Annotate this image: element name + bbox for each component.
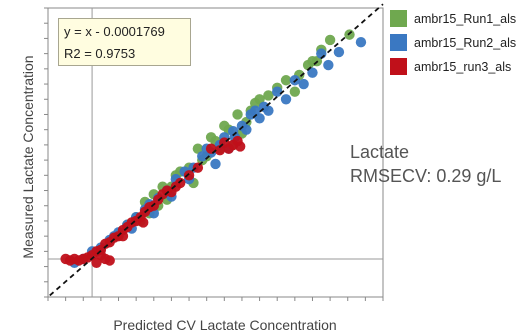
data-point-run2 [307, 67, 318, 78]
data-point-run3 [214, 145, 226, 156]
data-point-run1 [249, 97, 261, 109]
data-point-run1 [307, 56, 318, 67]
legend-item-run2: ambr15_Run2_als [390, 32, 516, 53]
data-point-run2 [197, 151, 208, 162]
data-point-run1 [324, 34, 336, 46]
legend-item-run1: ambr15_Run1_als [390, 8, 516, 29]
data-point-run1 [205, 132, 217, 143]
data-point-run1 [263, 90, 274, 101]
legend: ambr15_Run1_als ambr15_Run2_als ambr15_r… [390, 8, 516, 80]
data-point-run2 [249, 105, 261, 116]
data-point-run2 [333, 46, 345, 58]
data-point-run2 [355, 37, 367, 48]
metric-annotation: Lactate RMSECV: 0.29 g/L [350, 140, 501, 188]
plot-frame [47, 7, 384, 298]
data-point-run2 [280, 94, 292, 105]
data-point-run1 [219, 120, 230, 132]
data-point-run1 [232, 109, 243, 120]
legend-swatch-run3 [390, 58, 407, 75]
data-point-run1 [280, 75, 292, 86]
data-point-run2 [272, 86, 283, 97]
data-point-run2 [323, 59, 334, 71]
legend-item-run3: ambr15_run3_als [390, 56, 516, 77]
data-point-run3 [161, 185, 173, 196]
r2-value: R2 = 0.9753 [64, 46, 136, 61]
data-point-run3 [117, 230, 129, 242]
legend-swatch-run2 [390, 34, 407, 51]
data-point-run3 [232, 135, 243, 147]
legend-label-run3: ambr15_run3_als [414, 59, 512, 74]
fit-equation: y = x - 0.0001769 [64, 24, 165, 39]
metric-title: Lactate [350, 142, 410, 162]
data-point-run3 [104, 255, 115, 266]
data-point-run3 [183, 170, 195, 181]
y-axis-label: Measured Lactate Concentration [20, 55, 36, 259]
data-point-run2 [210, 158, 221, 170]
data-point-run2 [298, 78, 309, 90]
data-point-run3 [91, 257, 102, 268]
legend-label-run2: ambr15_Run2_als [414, 35, 517, 50]
legend-swatch-run1 [390, 10, 407, 27]
fit-equation-box: y = x - 0.0001769 R2 = 0.9753 [58, 18, 191, 66]
rmsecv-value: RMSECV: 0.29 g/L [350, 166, 502, 186]
data-point-run3 [138, 217, 149, 228]
legend-label-run1: ambr15_Run1_als [414, 11, 517, 26]
x-axis-label: Predicted CV Lactate Concentration [113, 317, 337, 333]
data-point-run3 [192, 162, 204, 173]
data-point-run1 [192, 143, 204, 154]
fit-line [49, 3, 384, 297]
data-point-run1 [289, 86, 301, 97]
data-point-run2 [254, 113, 265, 124]
data-point-run3 [60, 253, 71, 265]
